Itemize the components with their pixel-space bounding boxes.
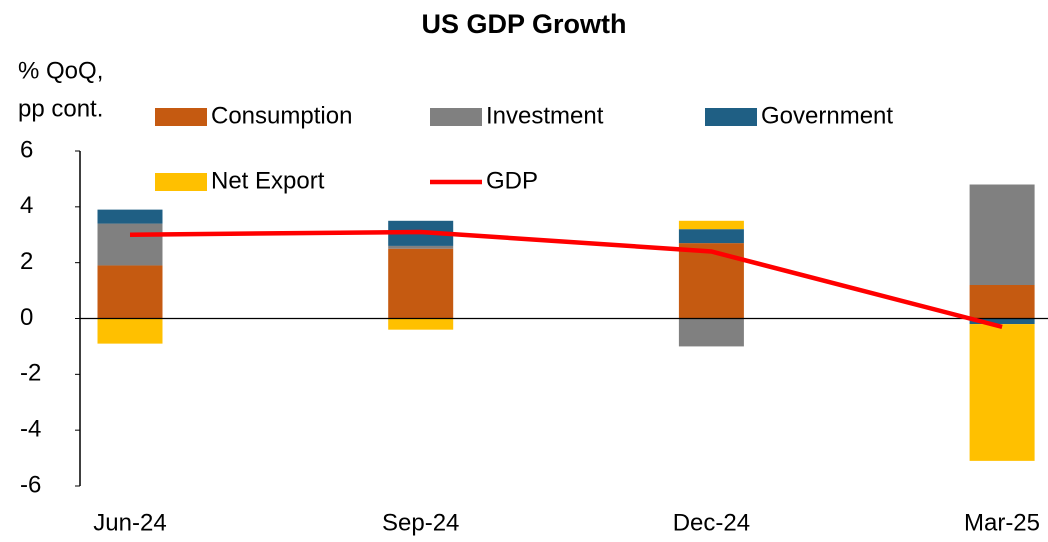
x-tick-label: Jun-24 [93, 509, 166, 536]
y-tick-label: 4 [20, 192, 33, 219]
legend-label: GDP [486, 167, 538, 194]
legend-label: Net Export [211, 167, 325, 194]
bar-segment [969, 324, 1035, 461]
bar-segment [678, 229, 744, 244]
bar-segment [97, 223, 163, 266]
bar-segment [678, 220, 744, 230]
x-tick-label: Dec-24 [673, 509, 750, 536]
legend-label: Investment [486, 102, 604, 129]
x-tick-label: Sep-24 [382, 509, 459, 536]
bar-segment [969, 318, 1035, 325]
legend-label: Consumption [211, 102, 352, 129]
legend-label: Government [761, 102, 893, 129]
y-axis-label: pp cont. [18, 95, 103, 122]
y-tick-label: -4 [20, 416, 41, 443]
bar-segment [678, 243, 744, 319]
bar-segment [97, 318, 163, 344]
bar-segment [969, 285, 1035, 319]
y-tick-label: -6 [20, 471, 41, 498]
x-tick-label: Mar-25 [964, 509, 1040, 536]
bar-segment [678, 318, 744, 347]
legend-swatch [430, 108, 482, 126]
y-axis-label: % QoQ, [18, 57, 103, 84]
bar-segment [388, 318, 454, 330]
bar-segment [97, 265, 163, 319]
y-tick-label: 6 [20, 136, 33, 163]
legend-swatch [155, 108, 207, 126]
y-tick-label: 0 [20, 304, 33, 331]
bar-segment [969, 184, 1035, 285]
y-tick-label: -2 [20, 360, 41, 387]
legend-swatch [155, 173, 207, 191]
bar-segment [388, 248, 454, 319]
bar-segment [388, 245, 454, 249]
line-series [129, 229, 1003, 330]
bar-segment [97, 209, 163, 224]
y-tick-label: 2 [20, 248, 33, 275]
chart-title: US GDP Growth [421, 9, 626, 39]
legend-swatch [705, 108, 757, 126]
